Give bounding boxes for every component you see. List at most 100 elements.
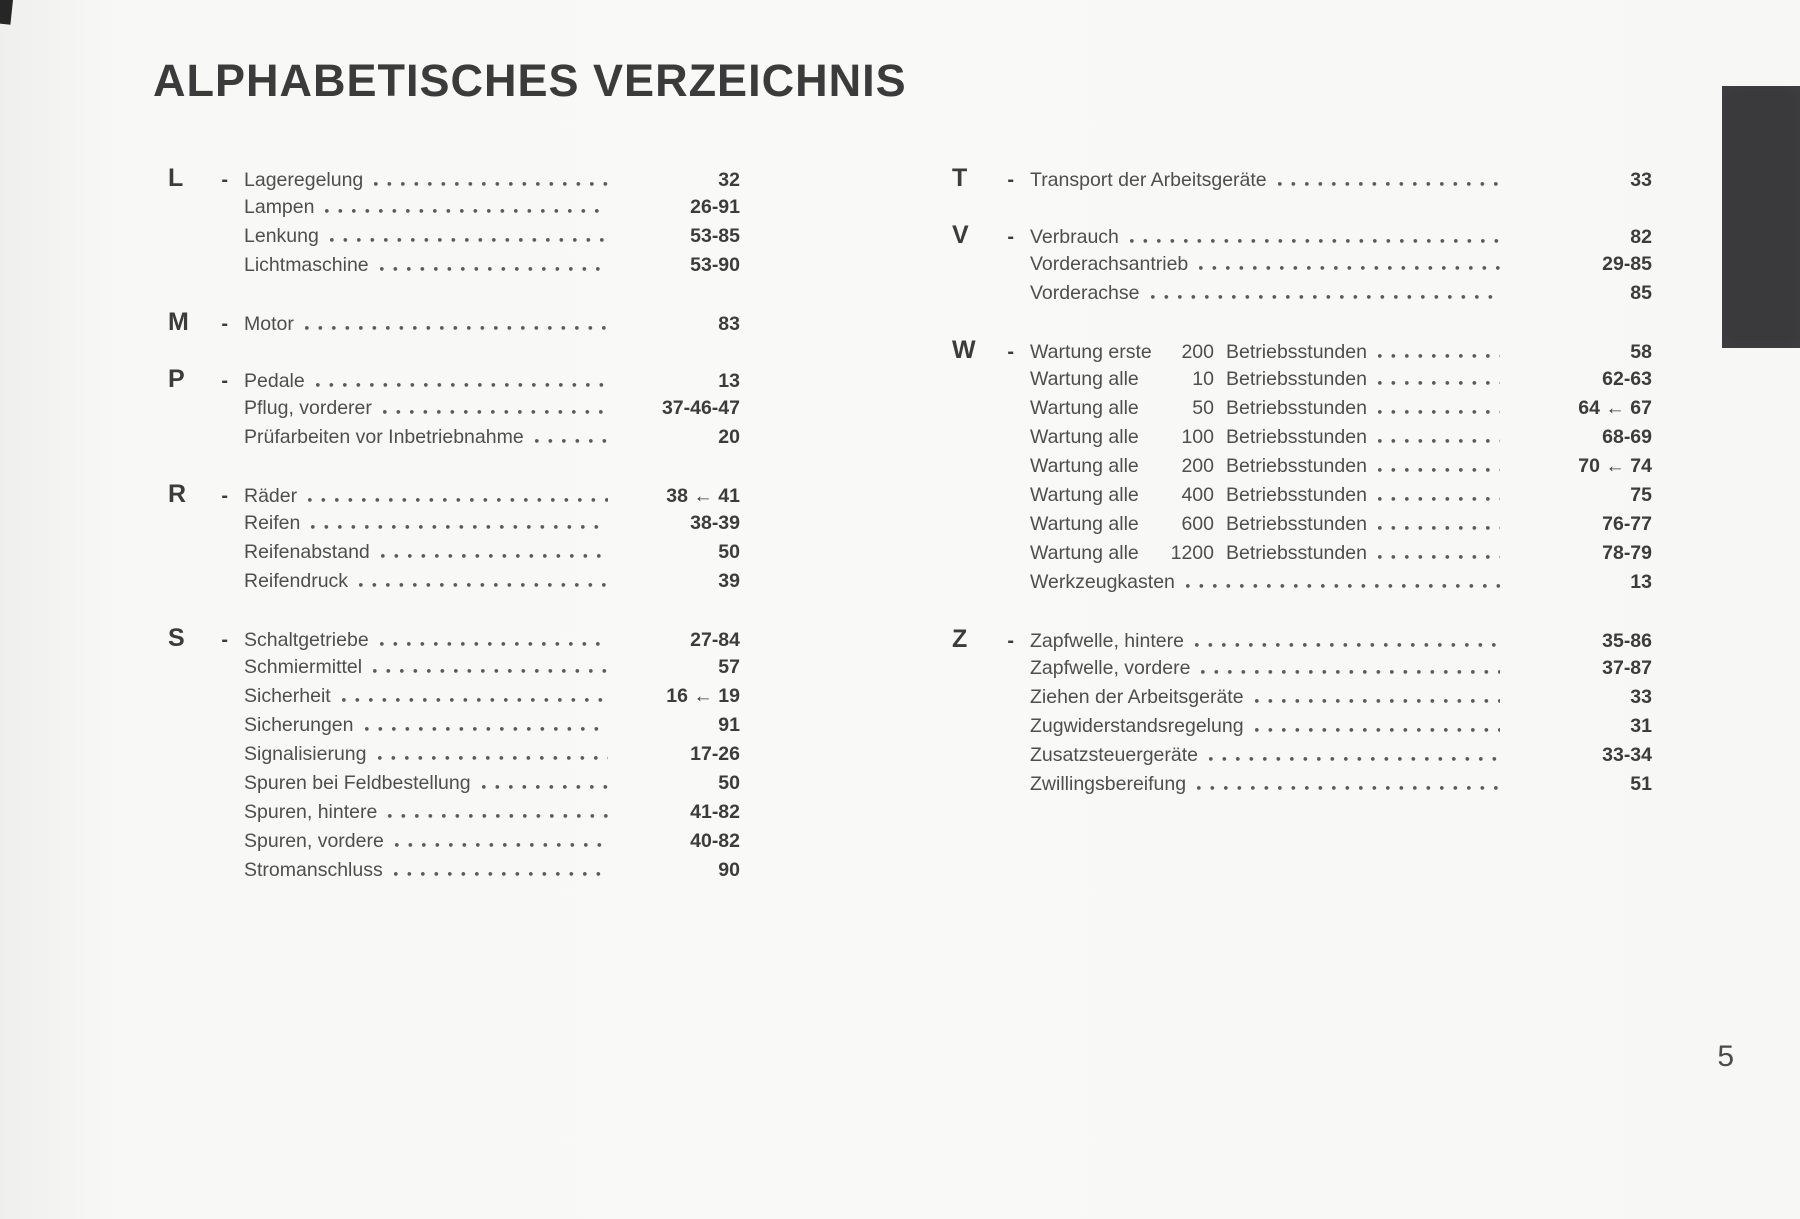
index-entry: M - Motor 83: [168, 308, 740, 337]
entry-label-prefix: Wartung erste: [1030, 341, 1152, 363]
section-letter: V: [952, 221, 969, 249]
index-entry: T - Transport der Arbeitsgeräte 33: [952, 164, 1652, 193]
section-letter: Z: [952, 625, 968, 653]
index-entry: L - Lageregelung 32: [168, 164, 740, 193]
index-entry: Wartung alle 1200 Betriebsstunden 78-79: [952, 539, 1652, 568]
section-letter-dash: -: [1007, 226, 1014, 248]
index-column-right: T - Transport der Arbeitsgeräte 33 V - Verbrau…: [952, 164, 1652, 827]
entry-label-suffix: Betriebsstunden: [1226, 513, 1367, 535]
entry-label: Lampen: [244, 196, 315, 218]
dotted-leader: [1377, 381, 1500, 385]
entry-label: Wartung alle 100 Betriebsstunden: [1030, 423, 1367, 452]
entry-pages: 13: [1630, 571, 1652, 593]
index-entry: Sicherungen 91: [168, 711, 740, 740]
entry-pages: 70 ← 74: [1578, 455, 1652, 477]
index-entry: Reifen 38-39: [168, 509, 740, 538]
index-entry: Ziehen der Arbeitsgeräte 33: [952, 683, 1652, 712]
entry-label: Vorderachsantrieb: [1030, 253, 1189, 275]
entry-label: Zwillingsbereifung: [1030, 773, 1187, 795]
entry-pages: 75: [1630, 484, 1652, 506]
entry-pages: 50: [718, 772, 740, 794]
dotted-leader: [373, 669, 608, 673]
scan-corner-artifact: [0, 0, 14, 25]
entry-label-hours: 600: [1181, 513, 1214, 535]
dotted-leader: [1199, 266, 1500, 270]
entry-label-prefix: Wartung alle: [1030, 368, 1139, 390]
entry-label: Motor: [244, 313, 294, 335]
index-entry: Werkzeugkasten 13: [952, 568, 1652, 597]
entry-label-hours: 200: [1181, 455, 1214, 477]
index-entry: Stromanschluss 90: [168, 856, 740, 885]
index-entry: Reifenabstand 50: [168, 538, 740, 567]
dotted-leader: [388, 814, 608, 818]
section-letter: M: [168, 308, 189, 336]
index-entry: Lampen 26-91: [168, 193, 740, 222]
index-section-r: R - Räder 38 ← 41 Reifen 38-39 Reifenabstand 50…: [168, 480, 740, 596]
entry-pages: 33: [1630, 169, 1652, 191]
dotted-leader: [364, 727, 608, 731]
index-entry: Schmiermittel 57: [168, 653, 740, 682]
dotted-leader: [379, 267, 608, 271]
section-letter-cell: R-: [168, 480, 244, 511]
entry-label: Schaltgetriebe: [244, 629, 369, 651]
section-letter-cell: S-: [168, 624, 244, 655]
entry-pages: 57: [718, 656, 740, 678]
entry-pages: 29-85: [1602, 253, 1652, 275]
dotted-leader: [1185, 584, 1500, 588]
page-number: 5: [1717, 1040, 1734, 1073]
entry-pages: 16 ← 19: [666, 685, 740, 707]
index-entry: Zusatzsteuergeräte 33-34: [952, 741, 1652, 770]
entry-pages: 38-39: [690, 512, 740, 534]
entry-pages: 37-87: [1602, 657, 1652, 679]
entry-label-suffix: Betriebsstunden: [1226, 368, 1367, 390]
entry-pages: 37-46-47: [661, 397, 740, 419]
index-entry: Z - Zapfwelle, hintere 35-86: [952, 625, 1652, 654]
index-entry: R - Räder 38 ← 41: [168, 480, 740, 509]
entry-pages: 32: [718, 169, 740, 191]
entry-pages: 33: [1630, 686, 1652, 708]
dotted-leader: [1277, 182, 1500, 186]
index-section-p: P - Pedale 13 Pflug, vorderer 37-46-47 Prüfarb…: [168, 365, 740, 452]
entry-label: Pedale: [244, 370, 305, 392]
section-letter-cell: T-: [952, 164, 1030, 195]
index-entry: Wartung alle 10 Betriebsstunden 62-63: [952, 365, 1652, 394]
section-letter-dash: -: [1007, 341, 1014, 363]
entry-label: Sicherungen: [244, 714, 354, 736]
dotted-leader: [311, 525, 608, 529]
section-letter: P: [168, 365, 185, 393]
entry-label: Spuren bei Feldbestellung: [244, 772, 471, 794]
index-column-left: L - Lageregelung 32 Lampen 26-91 Lenkung 53-85 L…: [168, 164, 740, 913]
index-entry: S - Schaltgetriebe 27-84: [168, 624, 740, 653]
entry-label-hours: 50: [1192, 397, 1214, 419]
entry-pages: 53-85: [690, 225, 740, 247]
entry-pages: 39: [718, 570, 740, 592]
entry-label-prefix: Wartung alle: [1030, 397, 1139, 419]
section-letter-cell: M-: [168, 308, 244, 339]
entry-label-prefix: Wartung alle: [1030, 513, 1139, 535]
entry-label: Räder: [244, 485, 298, 507]
entry-label: Ziehen der Arbeitsgeräte: [1030, 686, 1244, 708]
entry-label: Transport der Arbeitsgeräte: [1030, 169, 1267, 191]
index-entry: Wartung alle 50 Betriebsstunden 64 ← 67: [952, 394, 1652, 423]
entry-label: Spuren, vordere: [244, 830, 384, 852]
section-letter: L: [168, 164, 184, 192]
entry-pages: 78-79: [1602, 542, 1652, 564]
dotted-leader: [379, 642, 608, 646]
entry-pages: 83: [718, 313, 740, 335]
index-entry: Zwillingsbereifung 51: [952, 770, 1652, 799]
index-section-w: W - Wartung erste 200 Betriebsstunden 58 Wartu…: [952, 336, 1652, 597]
entry-label: Werkzeugkasten: [1030, 571, 1175, 593]
dotted-leader: [377, 756, 608, 760]
index-section-z: Z - Zapfwelle, hintere 35-86 Zapfwelle, vord…: [952, 625, 1652, 799]
dotted-leader: [1377, 555, 1500, 559]
entry-pages: 76-77: [1602, 513, 1652, 535]
dotted-leader: [1201, 670, 1500, 674]
dotted-leader: [1129, 239, 1500, 243]
section-letter-cell: L-: [168, 164, 244, 195]
entry-label: Reifendruck: [244, 570, 349, 592]
index-entry: V - Verbrauch 82: [952, 221, 1652, 250]
entry-pages: 13: [718, 370, 740, 392]
index-entry: Lichtmaschine 53-90: [168, 251, 740, 280]
index-section-l: L - Lageregelung 32 Lampen 26-91 Lenkung 53-85 L…: [168, 164, 740, 280]
dotted-leader: [315, 383, 608, 387]
